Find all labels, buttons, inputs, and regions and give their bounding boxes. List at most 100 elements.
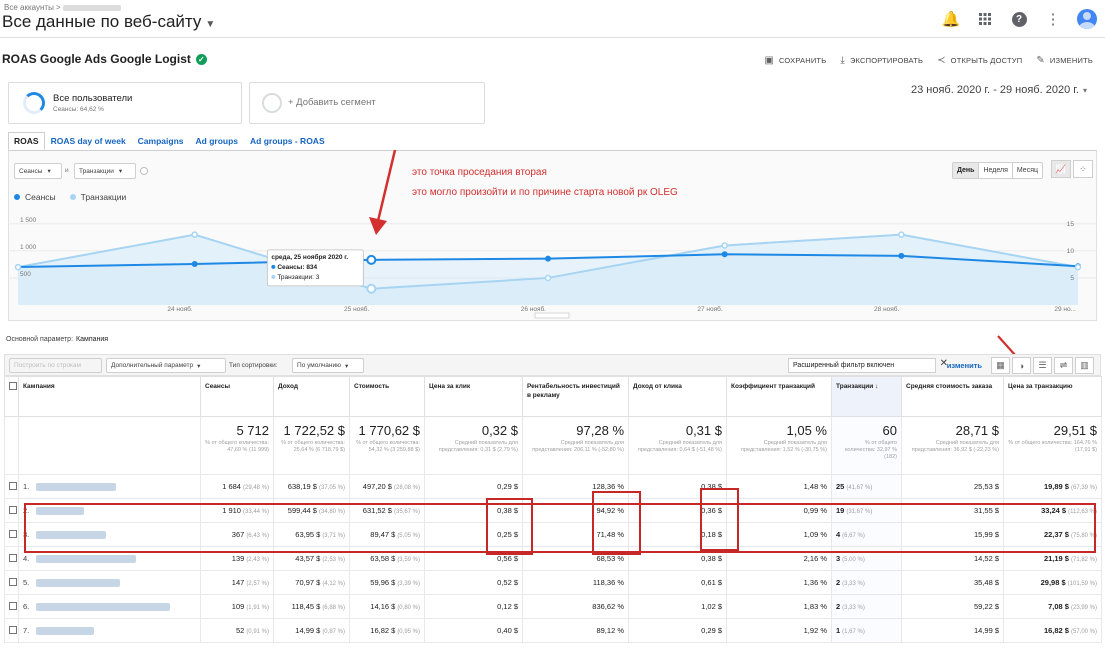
campaign-name-cell[interactable]: 5. xyxy=(18,570,201,595)
segment-all-users[interactable]: Все пользователи Сеансы: 64,62 % xyxy=(8,82,242,124)
row-checkbox-cell xyxy=(4,594,19,619)
col-cpc[interactable]: Цена за клик xyxy=(424,376,523,417)
tab-campaigns[interactable]: Campaigns xyxy=(137,136,184,146)
performance-view-icon[interactable]: ☰ xyxy=(1033,357,1052,374)
share-button[interactable]: ≺ ОТКРЫТЬ ДОСТУП xyxy=(937,55,1023,66)
col-avg-order-value[interactable]: Средняя стоимость заказа xyxy=(901,376,1004,417)
campaign-name-cell[interactable]: 4. xyxy=(18,546,201,571)
metric1-select[interactable]: Сеансы ▾ xyxy=(14,163,62,179)
col-roas[interactable]: Рентабельность инвестиций в рекламу xyxy=(522,376,629,417)
account-selector[interactable]: Все данные по веб-сайту ▼ xyxy=(2,12,215,32)
cpc-cell: 0,38 $ xyxy=(424,498,523,523)
transactions-cell: 2 (3,33 %) xyxy=(831,570,902,595)
bell-icon[interactable]: 🔔 xyxy=(941,11,961,28)
avg-order-value-cell: 15,99 $ xyxy=(901,522,1004,547)
segment-name: Все пользователи xyxy=(53,93,133,104)
avg-order-value-cell: 25,53 $ xyxy=(901,474,1004,499)
roas-cell: 71,48 % xyxy=(522,522,629,547)
table-header-row: Кампания Сеансы Доход Стоимость Цена за … xyxy=(4,376,1102,417)
chart-scroll-handle[interactable] xyxy=(534,312,570,319)
select-all-checkbox[interactable] xyxy=(9,382,17,390)
table-row[interactable]: 5. 147 (2,57 %) 70,97 $ (4,12 %) 59,96 $ (3,3… xyxy=(4,570,1102,595)
roas-cell: 68,53 % xyxy=(522,546,629,571)
date-range-picker[interactable]: 23 нояб. 2020 г. - 29 нояб. 2020 г. ▾ xyxy=(911,84,1087,96)
table-row[interactable]: 2. 1 910 (33,44 %) 599,44 $ (34,80 %) 631,52… xyxy=(4,498,1102,523)
col-cost-per-transaction[interactable]: Цена за транзакцию xyxy=(1003,376,1102,417)
period-week-button[interactable]: Неделя xyxy=(978,163,1011,178)
row-checkbox[interactable] xyxy=(9,505,17,514)
data-view-icon[interactable]: ▦ xyxy=(991,357,1010,374)
breadcrumb[interactable]: Все аккаунты > xyxy=(4,3,121,12)
transactions-cell: 25 (41,67 %) xyxy=(831,474,902,499)
conversion-rate-cell: 1,48 % xyxy=(726,474,832,499)
col-sessions[interactable]: Сеансы xyxy=(200,376,274,417)
col-conversion-rate[interactable]: Коэффициент транзакций xyxy=(726,376,832,417)
metric2-select[interactable]: Транзакции ▾ xyxy=(74,163,136,179)
period-month-button[interactable]: Месяц xyxy=(1011,163,1042,178)
sort-type-select[interactable]: По умолчанию ▾ xyxy=(292,358,364,373)
campaign-name-cell[interactable]: 1. xyxy=(18,474,201,499)
pivot-view-icon[interactable]: ▥ xyxy=(1075,357,1094,374)
table-row[interactable]: 1. 1 684 (29,48 %) 638,19 $ (37,05 %) 497,20… xyxy=(4,474,1102,499)
transactions-point xyxy=(898,231,905,238)
avatar[interactable] xyxy=(1077,9,1097,29)
campaign-name-cell[interactable]: 6. xyxy=(18,594,201,619)
tab-roas-day-of-week[interactable]: ROAS day of week xyxy=(50,136,126,146)
primary-dimension-value[interactable]: Кампания xyxy=(76,336,109,343)
campaign-name-cell[interactable]: 2. xyxy=(18,498,201,523)
segment-sub: Сеансы: 64,62 % xyxy=(53,106,104,113)
col-rpc[interactable]: Доход от клика xyxy=(628,376,727,417)
edit-button[interactable]: ✎ ИЗМЕНИТЬ xyxy=(1036,55,1093,66)
col-cost[interactable]: Стоимость xyxy=(349,376,425,417)
table-row[interactable]: 4. 139 (2,43 %) 43,57 $ (2,53 %) 63,58 $ (3,5… xyxy=(4,546,1102,571)
row-checkbox[interactable] xyxy=(9,625,17,634)
conversion-rate-cell: 1,09 % xyxy=(726,522,832,547)
roas-cell: 128,36 % xyxy=(522,474,629,499)
legend-item-sessions: Сеансы xyxy=(14,192,56,202)
col-campaign[interactable]: Кампания xyxy=(18,376,201,417)
add-segment-button[interactable]: + Добавить сегмент xyxy=(249,82,485,124)
table-row[interactable]: 7. 52 (0,91 %) 14,99 $ (0,87 %) 16,82 $ (0,95… xyxy=(4,618,1102,643)
row-checkbox[interactable] xyxy=(9,481,17,490)
campaign-name-cell[interactable]: 3. xyxy=(18,522,201,547)
share-icon: ≺ xyxy=(937,55,946,66)
chevron-down-icon: ▾ xyxy=(47,168,51,175)
y-tick-right: 15 xyxy=(1067,221,1075,228)
secondary-dimension-select[interactable]: Дополнительный параметр ▾ xyxy=(106,358,226,373)
close-icon[interactable]: ✕ xyxy=(939,358,948,369)
row-checkbox[interactable] xyxy=(9,529,17,538)
tab-ad-groups-roas[interactable]: Ad groups - ROAS xyxy=(250,136,325,146)
row-checkbox[interactable] xyxy=(9,577,17,586)
table-row[interactable]: 3. 367 (6,43 %) 63,95 $ (3,71 %) 89,47 $ (5,0… xyxy=(4,522,1102,547)
save-button[interactable]: ▣ СОХРАНИТЬ xyxy=(764,55,827,66)
cost-per-transaction-cell: 16,82 $ (57,00 %) xyxy=(1003,618,1102,643)
table-row[interactable]: 6. 109 (1,91 %) 118,45 $ (6,88 %) 14,16 $ (0,… xyxy=(4,594,1102,619)
col-revenue[interactable]: Доход xyxy=(273,376,350,417)
row-checkbox[interactable] xyxy=(9,601,17,610)
total-sessions: 5 712% от общего количества: 47,60 % (11… xyxy=(200,416,274,475)
edit-filter-link[interactable]: изменить xyxy=(946,361,982,370)
period-day-button[interactable]: День xyxy=(952,163,979,178)
tab-roas[interactable]: ROAS xyxy=(8,132,45,150)
motion-chart-icon[interactable]: ⁘ xyxy=(1073,160,1093,178)
plot-rows-button[interactable]: Построить по строкам xyxy=(9,358,102,373)
report-tabs: ROAS ROAS day of week Campaigns Ad group… xyxy=(8,132,331,150)
row-checkbox[interactable] xyxy=(9,553,17,562)
advanced-filter-field[interactable]: Расширенный фильтр включен xyxy=(788,358,936,373)
col-transactions[interactable]: Транзакции ↓ xyxy=(831,376,902,417)
x-tick: 26 нояб. xyxy=(521,305,546,313)
redacted-campaign-name xyxy=(35,531,106,539)
tab-ad-groups[interactable]: Ad groups xyxy=(195,136,239,146)
apps-grid-icon[interactable] xyxy=(975,9,995,29)
pie-view-icon[interactable]: ◑ xyxy=(1012,357,1031,374)
metric-option-radio[interactable] xyxy=(140,167,148,175)
export-button[interactable]: ⤓ ЭКСПОРТИРОВАТЬ xyxy=(840,55,924,66)
avg-order-value-cell: 14,52 $ xyxy=(901,546,1004,571)
comparison-view-icon[interactable]: ⇌ xyxy=(1054,357,1073,374)
revenue-cell: 599,44 $ (34,80 %) xyxy=(273,498,350,523)
campaign-name-cell[interactable]: 7. xyxy=(18,618,201,643)
line-chart-icon[interactable]: 📈 xyxy=(1051,160,1071,178)
help-icon[interactable]: ? xyxy=(1009,9,1029,29)
more-vert-icon[interactable]: ⋮ xyxy=(1045,11,1061,28)
chevron-down-icon: ▾ xyxy=(118,168,123,175)
